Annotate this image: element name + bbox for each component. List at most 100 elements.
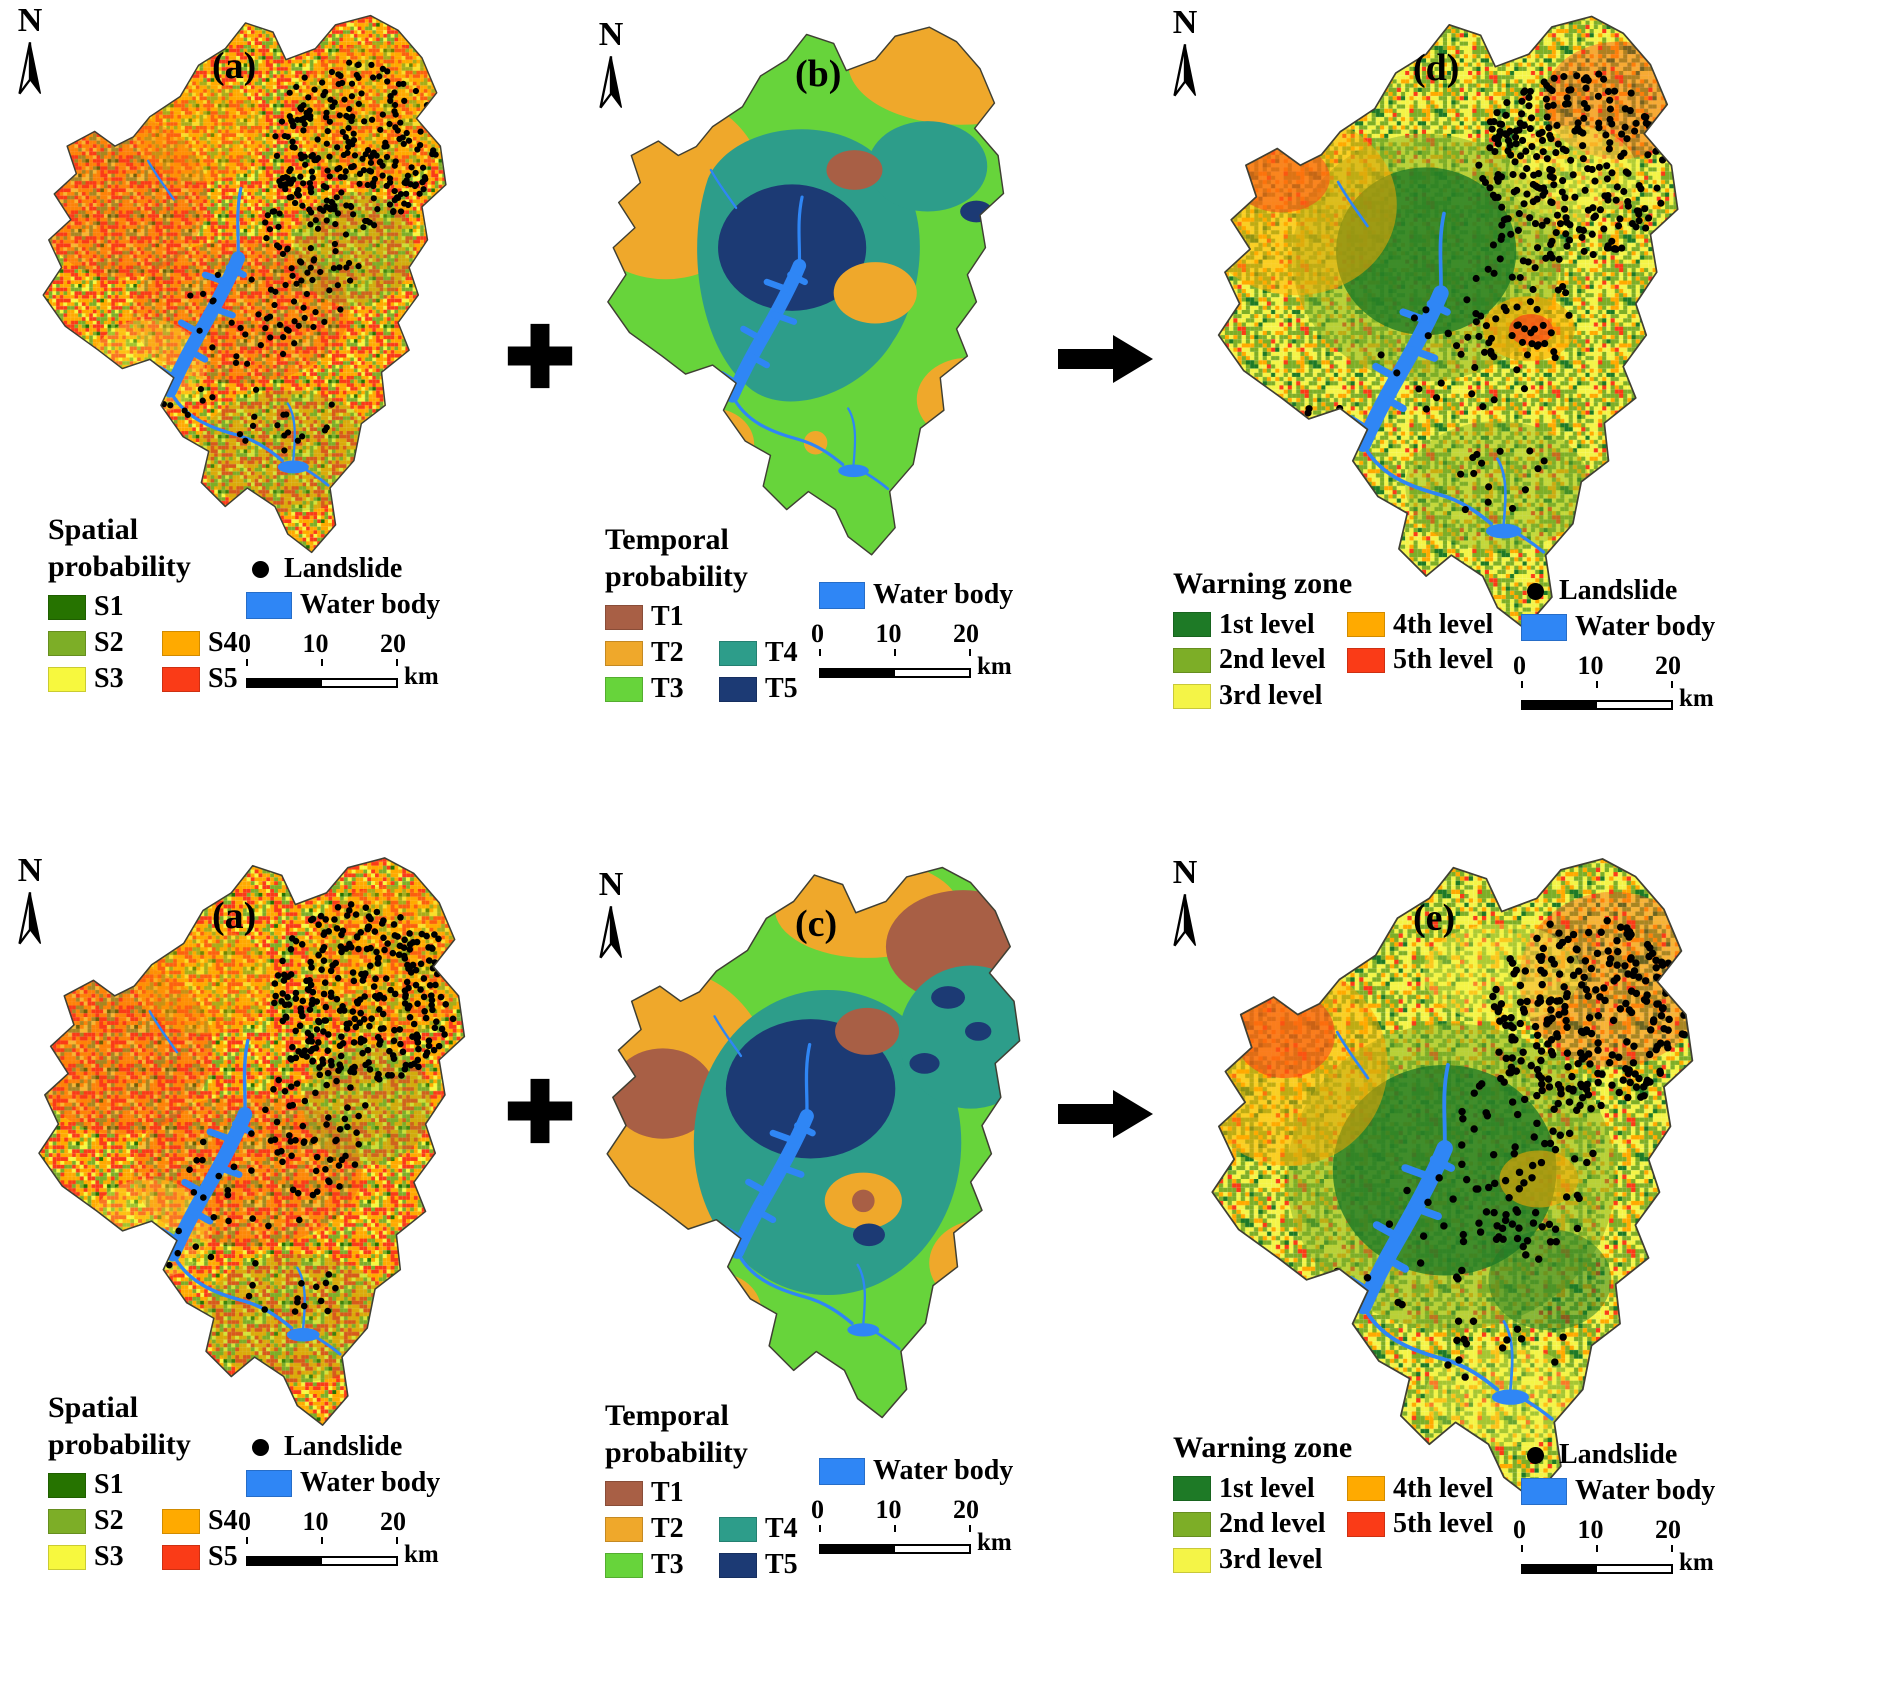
legend-item-level3: 3rd level bbox=[1173, 680, 1347, 712]
level3-swatch bbox=[1173, 684, 1211, 710]
legend-item-s2: S2 bbox=[48, 626, 162, 659]
water-label: Water body bbox=[300, 588, 441, 620]
s5-label: S5 bbox=[208, 662, 238, 694]
scale-unit: km bbox=[1679, 1548, 1714, 1576]
level1-swatch bbox=[1173, 1476, 1211, 1502]
compass-north-icon bbox=[597, 54, 625, 110]
map-warning-zone-d bbox=[1217, 15, 1679, 630]
level5-label: 5th level bbox=[1393, 1508, 1494, 1540]
water-label: Water body bbox=[873, 1455, 1014, 1486]
scale-bar-numbers: 0 10 20 bbox=[1513, 1515, 1681, 1545]
panel-label: (d) bbox=[1413, 47, 1460, 89]
panel-spatial-a-bottom: N (a) bbox=[0, 850, 505, 1700]
t4-swatch bbox=[719, 1516, 757, 1542]
scale-bar-numbers: 0 10 20 bbox=[811, 619, 979, 649]
s1-label: S1 bbox=[94, 591, 124, 623]
legend-items: T1 T2 T4 T3 T5 bbox=[605, 601, 1055, 704]
legend-item-landslide: Landslide bbox=[246, 1431, 501, 1463]
legend-items: 1st level 4th level 2nd level 5th level … bbox=[1173, 608, 1885, 712]
legend-item-s2: S2 bbox=[48, 1505, 162, 1537]
legend-item-level5: 5th level bbox=[1347, 1509, 1521, 1540]
legend-item-landslide: Landslide bbox=[1521, 575, 1801, 607]
legend-item-level3: 3rd level bbox=[1173, 1544, 1347, 1576]
legend-items: S1 S2 S4 S3 S5 bbox=[48, 1469, 503, 1572]
scale-ten: 10 bbox=[875, 1494, 902, 1524]
s3-label: S3 bbox=[94, 1540, 124, 1572]
water-label: Water body bbox=[873, 579, 1014, 610]
plus-operator bbox=[505, 0, 575, 392]
t1-label: T1 bbox=[651, 1477, 684, 1509]
level3-label: 3rd level bbox=[1219, 680, 1323, 712]
scale-bar: 0 10 20 km bbox=[811, 1494, 1034, 1555]
legend-item-s1: S1 bbox=[48, 1469, 162, 1501]
legend-item-t4: T4 bbox=[719, 637, 833, 669]
s3-swatch bbox=[48, 1544, 86, 1570]
north-arrow: N bbox=[1171, 856, 1199, 948]
arrow-right-icon bbox=[1057, 335, 1153, 383]
scale-bar-ticks bbox=[819, 1524, 971, 1532]
scale-unit: km bbox=[404, 662, 439, 690]
legend-item-level1: 1st level bbox=[1173, 1473, 1347, 1505]
scale-zero: 0 bbox=[238, 628, 251, 658]
scale-ten: 10 bbox=[875, 618, 902, 648]
t2-swatch bbox=[605, 640, 643, 666]
scale-ten: 10 bbox=[302, 1506, 329, 1536]
water-label: Water body bbox=[1575, 1474, 1716, 1506]
compass-north-icon bbox=[16, 890, 44, 946]
t3-label: T3 bbox=[651, 672, 684, 704]
arrow-operator bbox=[1055, 850, 1155, 1143]
legend-right-block: Landslide Water body 0 10 20 km bbox=[238, 1431, 501, 1566]
legend-temporal: Temporal probability T1 T2 T4 T3 T5 bbox=[605, 1398, 1055, 1581]
legend-title: Temporal probability bbox=[605, 1398, 1055, 1471]
t2-swatch bbox=[605, 1516, 643, 1542]
scale-zero: 0 bbox=[238, 1506, 251, 1536]
s2-label: S2 bbox=[94, 626, 124, 658]
landslide-label: Landslide bbox=[1559, 575, 1678, 606]
legend-spatial: Spatial probability S1 S2 S4 S3 S5 bbox=[48, 1390, 503, 1573]
scale-bar-track: km bbox=[246, 1542, 461, 1566]
s4-swatch bbox=[162, 630, 200, 656]
legend-item-t5: T5 bbox=[719, 1549, 833, 1581]
scale-zero: 0 bbox=[1513, 1514, 1526, 1544]
legend-items: 1st level 4th level 2nd level 5th level … bbox=[1173, 1472, 1885, 1576]
dot-icon bbox=[1527, 582, 1544, 600]
water-swatch bbox=[246, 1469, 292, 1497]
scale-bar-track: km bbox=[246, 662, 461, 690]
legend-items: S1 S2 S4 S3 S5 bbox=[48, 591, 503, 694]
legend-item-t2: T2 bbox=[605, 637, 719, 669]
level3-swatch bbox=[1173, 1548, 1211, 1574]
s4-swatch bbox=[162, 1508, 200, 1534]
level4-swatch bbox=[1347, 1476, 1385, 1502]
north-label: N bbox=[1172, 854, 1198, 891]
legend-title: Warning zone bbox=[1173, 1430, 1885, 1467]
map-temporal-probability-b bbox=[607, 26, 1005, 556]
scale-unit: km bbox=[977, 652, 1012, 680]
s2-swatch bbox=[48, 1508, 86, 1534]
arrow-operator bbox=[1055, 0, 1155, 388]
panel-warning-d: N (d) bbox=[1155, 0, 1892, 850]
level1-swatch bbox=[1173, 612, 1211, 638]
landslide-label: Landslide bbox=[284, 553, 403, 584]
legend-item-s1: S1 bbox=[48, 591, 162, 623]
legend-spatial: Spatial probability S1 S2 S4 S3 S5 bbox=[48, 512, 503, 695]
figure-row-2: N (a) bbox=[0, 850, 1892, 1700]
figure-row-1: N (a) bbox=[18, 0, 1892, 850]
scale-twenty: 20 bbox=[1655, 650, 1681, 680]
level4-label: 4th level bbox=[1393, 608, 1494, 640]
water-swatch bbox=[1521, 1477, 1567, 1505]
legend-title-line1: Temporal bbox=[605, 1399, 729, 1432]
level4-label: 4th level bbox=[1393, 1472, 1494, 1504]
scale-bar-track: km bbox=[1521, 1548, 1736, 1576]
legend-item-water: Water body bbox=[819, 1455, 1074, 1487]
temporal-zones-layer bbox=[607, 27, 1004, 555]
legend-right-block: Landslide Water body 0 10 20 km bbox=[1513, 1439, 1801, 1576]
panel-label: (c) bbox=[795, 903, 838, 945]
legend-item-water: Water body bbox=[1521, 611, 1801, 643]
legend-title-line1: Temporal bbox=[605, 523, 729, 556]
scale-bar-numbers: 0 10 20 bbox=[238, 629, 406, 659]
panel-temporal-b: N (b) bbox=[575, 0, 1055, 850]
plus-icon bbox=[507, 1078, 573, 1144]
scale-zero: 0 bbox=[811, 1494, 824, 1524]
s1-swatch bbox=[48, 1473, 86, 1499]
s2-swatch bbox=[48, 630, 86, 656]
